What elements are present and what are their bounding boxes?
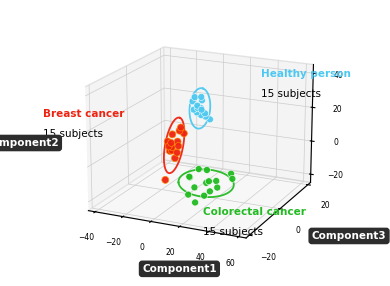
Text: Colorectal cancer: Colorectal cancer <box>203 207 306 217</box>
Text: Healthy person: Healthy person <box>261 69 351 79</box>
Text: 15 subjects: 15 subjects <box>203 227 263 237</box>
Text: 15 subjects: 15 subjects <box>43 130 103 139</box>
Text: Component3: Component3 <box>312 231 386 241</box>
Text: Component1: Component1 <box>142 264 217 274</box>
Text: Breast cancer: Breast cancer <box>43 110 124 119</box>
Text: 15 subjects: 15 subjects <box>261 90 321 99</box>
Text: Component2: Component2 <box>0 138 59 148</box>
